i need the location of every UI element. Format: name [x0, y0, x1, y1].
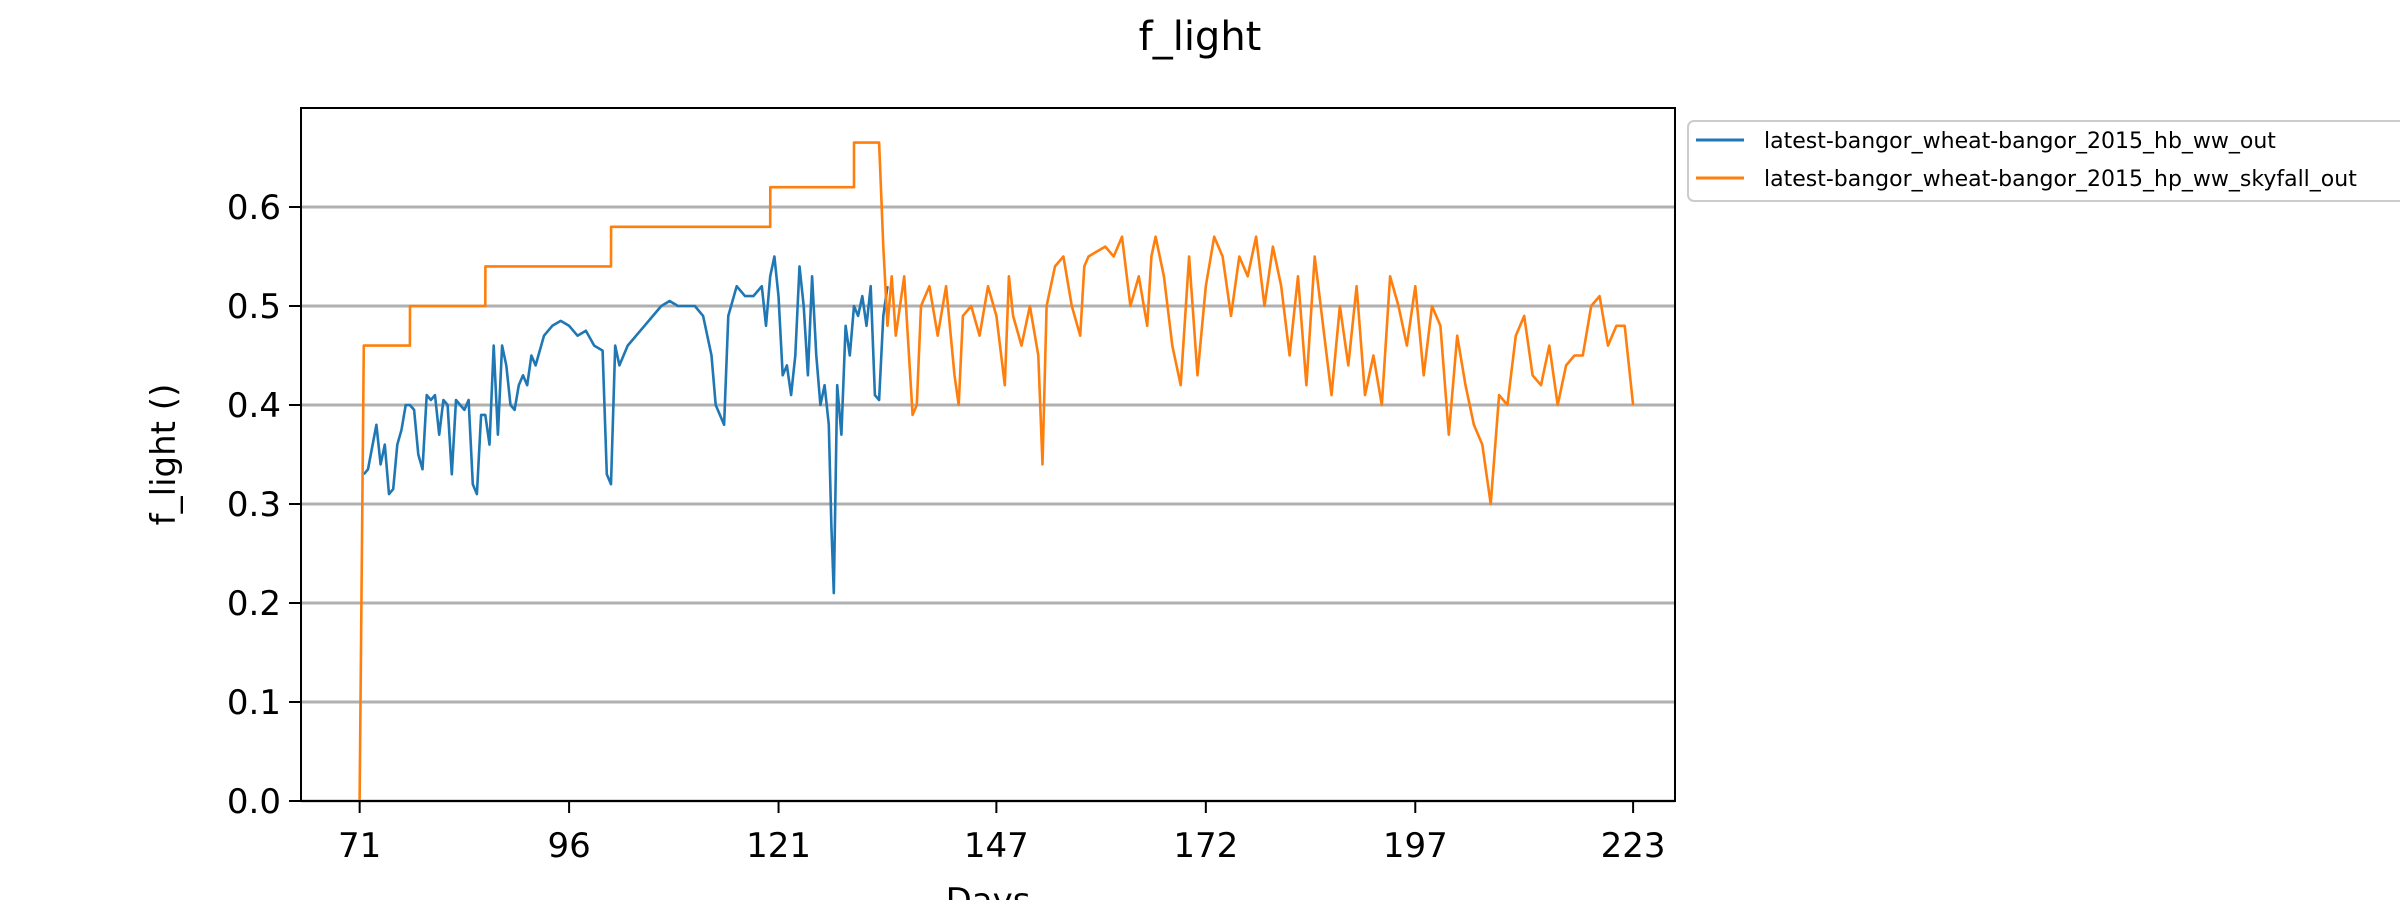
legend-label: latest-bangor_wheat-bangor_2015_hp_ww_sk… — [1764, 167, 2357, 192]
axes: 0.0 0.1 0.2 0.3 0.4 0.5 0.6 71 96 121 147 172 197 223 — [227, 188, 1666, 866]
series-line-1 — [362, 255, 889, 595]
x-tick-label: 121 — [746, 826, 811, 866]
legend-label: latest-bangor_wheat-bangor_2015_hb_ww_ou… — [1764, 129, 2276, 154]
plot-area-frame — [300, 107, 1676, 802]
y-axis-label: f_light () — [144, 384, 184, 526]
x-axis-label: Days — [946, 881, 1031, 900]
gridlines — [301, 205, 1675, 803]
series-line-2 — [358, 141, 1635, 802]
y-tick-label: 0.1 — [227, 683, 281, 723]
y-tick-label: 0.2 — [227, 584, 281, 624]
chart-title: f_light — [1139, 14, 1262, 60]
x-tick-label: 197 — [1383, 826, 1448, 866]
y-tick-label: 0.4 — [227, 386, 281, 426]
x-tick-label: 223 — [1601, 826, 1666, 866]
x-tick-label: 96 — [547, 826, 590, 866]
y-tick-label: 0.3 — [227, 485, 281, 525]
legend: latest-bangor_wheat-bangor_2015_hb_ww_ou… — [1687, 120, 2400, 202]
series-lines — [358, 141, 1635, 802]
y-tick-label: 0.5 — [227, 287, 281, 327]
x-tick-label: 172 — [1173, 826, 1238, 866]
x-tick-label: 147 — [964, 826, 1029, 866]
x-tick-label: 71 — [338, 826, 381, 866]
y-tick-label: 0.0 — [227, 782, 281, 822]
legend-box — [1687, 120, 2400, 202]
y-tick-label: 0.6 — [227, 188, 281, 228]
